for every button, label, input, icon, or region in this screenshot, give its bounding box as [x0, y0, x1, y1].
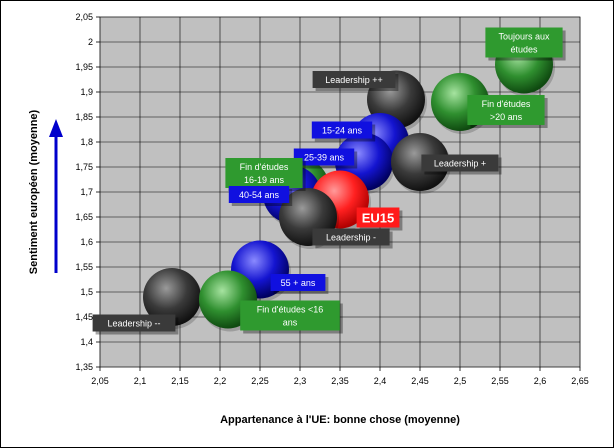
- y-tick-label: 1,55: [75, 262, 93, 272]
- y-tick-label: 1,9: [80, 87, 93, 97]
- label-6: Leadership +: [421, 154, 502, 175]
- label-text: Fin d'études: [482, 99, 531, 109]
- label-box: [467, 95, 545, 125]
- x-tick-label: 2,25: [251, 376, 269, 386]
- label-box: [311, 121, 373, 139]
- label-8: 40-54 ans: [228, 186, 293, 206]
- label-box: [356, 207, 400, 228]
- x-tick-label: 2,45: [411, 376, 429, 386]
- label-text: 25-39 ans: [304, 153, 345, 163]
- label-box: [293, 148, 355, 166]
- y-tick-label: 1,45: [75, 312, 93, 322]
- label-box: [240, 300, 340, 331]
- label-box: [228, 186, 290, 203]
- label-text: Leadership --: [107, 319, 160, 329]
- label-text: Leadership +: [434, 159, 486, 169]
- x-tick-label: 2,55: [491, 376, 509, 386]
- bubble-12: [143, 268, 201, 326]
- label-4: 15-24 ans: [311, 121, 376, 142]
- label-text: 55 + ans: [281, 278, 316, 288]
- y-tick-label: 1,7: [80, 187, 93, 197]
- label-text: Toujours aux: [498, 32, 550, 42]
- label-text: 16-19 ans: [244, 175, 285, 185]
- label-3: Leadership ++: [312, 71, 399, 91]
- x-tick-label: 2,35: [331, 376, 349, 386]
- label-text: Fin d'études: [240, 162, 289, 172]
- label-10: Leadership -: [312, 228, 393, 249]
- label-11: 55 + ans: [270, 274, 329, 294]
- label-box: [421, 154, 499, 172]
- y-tick-label: 2,05: [75, 12, 93, 22]
- label-text: 15-24 ans: [322, 126, 363, 136]
- label-box: [92, 314, 176, 332]
- label-text: EU15: [362, 211, 395, 226]
- x-tick-label: 2,05: [91, 376, 109, 386]
- label-box: [312, 228, 390, 246]
- label-text: Leadership ++: [325, 75, 383, 85]
- y-tick-label: 2: [88, 37, 93, 47]
- label-text: ans: [283, 318, 298, 328]
- x-tick-label: 2,3: [294, 376, 307, 386]
- label-2: Fin d'études >20 ans: [467, 95, 548, 128]
- x-tick-label: 2,4: [374, 376, 387, 386]
- label-box: [312, 71, 396, 88]
- x-axis-title: Appartenance à l'UE: bonne chose (moyenn…: [220, 414, 460, 426]
- y-tick-label: 1,75: [75, 162, 93, 172]
- y-tick-label: 1,95: [75, 62, 93, 72]
- y-tick-label: 1,65: [75, 212, 93, 222]
- label-text: 40-54 ans: [239, 190, 280, 200]
- label-text: Leadership -: [326, 233, 376, 243]
- y-tick-label: 1,85: [75, 112, 93, 122]
- y-tick-label: 1,35: [75, 362, 93, 372]
- x-tick-label: 2,15: [171, 376, 189, 386]
- label-9: EU15: [356, 207, 403, 231]
- y-axis-title: Sentiment européen (moyenne): [28, 109, 40, 274]
- x-tick-label: 2,6: [534, 376, 547, 386]
- label-text: Fin d'études <16: [257, 305, 324, 315]
- bubble-6: [391, 133, 449, 191]
- x-tick-label: 2,5: [454, 376, 467, 386]
- label-box: [485, 27, 563, 58]
- y-tick-label: 1,5: [80, 287, 93, 297]
- label-text: études: [510, 45, 538, 55]
- y-tick-label: 1,4: [80, 337, 93, 347]
- label-5: 25-39 ans: [293, 148, 358, 169]
- label-box: [270, 274, 326, 291]
- x-tick-label: 2,65: [571, 376, 589, 386]
- y-arrow-head: [49, 119, 63, 137]
- label-1: Toujours aux études: [485, 27, 566, 61]
- label-7: Fin d'études 16-19 ans: [225, 158, 306, 191]
- label-box: [225, 158, 303, 188]
- x-tick-label: 2,2: [214, 376, 227, 386]
- label-13: Fin d'études <16 ans: [240, 300, 343, 334]
- y-tick-label: 1,6: [80, 237, 93, 247]
- y-tick-label: 1,8: [80, 137, 93, 147]
- label-12: Leadership --: [92, 314, 179, 335]
- x-tick-label: 2,1: [134, 376, 147, 386]
- label-text: >20 ans: [490, 112, 523, 122]
